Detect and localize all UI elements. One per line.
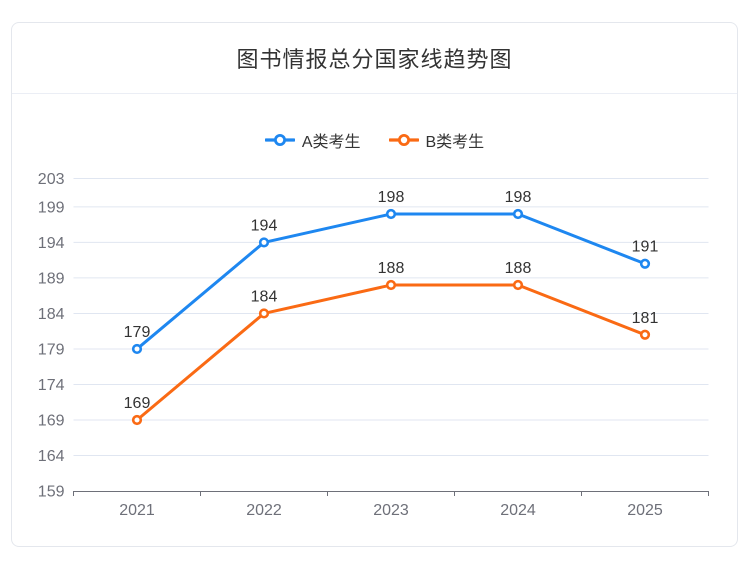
y-axis-label: 199 (38, 199, 65, 216)
y-axis-label: 169 (38, 412, 65, 429)
data-point-marker[interactable] (512, 279, 524, 291)
data-label: 181 (632, 310, 659, 327)
chart-card: 图书情报总分国家线趋势图 A类考生 B类考生 159 164 169 174 179 184… (11, 22, 738, 547)
chart-area: A类考生 B类考生 159 164 169 174 179 184 189 194 199 203 2… (12, 94, 737, 545)
x-axis-label: 2024 (500, 502, 536, 519)
data-point-marker[interactable] (512, 208, 524, 220)
trend-line-chart: 159 164 169 174 179 184 189 194 199 203 2021 2022 20… (38, 171, 709, 519)
y-axis-label: 159 (38, 484, 65, 501)
data-point-marker[interactable] (131, 343, 143, 355)
card-header: 图书情报总分国家线趋势图 (12, 23, 737, 94)
data-point-marker[interactable] (639, 329, 651, 340)
x-axis-label: 2021 (119, 502, 155, 519)
legend: A类考生 B类考生 (12, 128, 737, 152)
y-axis-label: 203 (38, 171, 65, 188)
legend-label: B类考生 (425, 134, 485, 151)
y-axis-label: 164 (38, 448, 65, 465)
data-label: 188 (378, 260, 405, 277)
line-series-marker-icon (388, 134, 419, 146)
data-point-marker[interactable] (258, 308, 270, 319)
x-axis-label: 2023 (373, 502, 409, 519)
data-point-marker[interactable] (258, 237, 270, 248)
legend-item-A类考生[interactable]: A类考生 (264, 128, 361, 152)
legend-item-B类考生[interactable]: B类考生 (388, 128, 485, 152)
legend-label: A类考生 (301, 134, 361, 151)
y-axis-label: 174 (38, 377, 65, 394)
data-label: 169 (124, 395, 151, 412)
data-point-marker[interactable] (131, 414, 143, 426)
series-line-B类考生 (135, 283, 647, 422)
y-axis-label: 179 (38, 341, 65, 358)
data-point-marker[interactable] (639, 258, 651, 269)
y-axis-label: 184 (38, 306, 65, 323)
data-label: 179 (124, 324, 151, 341)
data-label: 198 (378, 189, 405, 206)
data-label: 194 (251, 217, 278, 234)
line-series-marker-icon (264, 134, 295, 146)
y-axis-label: 189 (38, 270, 65, 287)
data-point-marker[interactable] (385, 208, 397, 220)
data-label: 198 (505, 189, 532, 206)
y-axis-label: 194 (38, 235, 65, 252)
x-axis-label: 2022 (246, 502, 282, 519)
data-label: 191 (632, 239, 659, 256)
page-title: 图书情报总分国家线趋势图 (236, 47, 513, 72)
data-label: 188 (505, 260, 532, 277)
x-axis-label: 2025 (627, 502, 663, 519)
data-point-marker[interactable] (385, 279, 397, 291)
data-label: 184 (251, 288, 278, 305)
